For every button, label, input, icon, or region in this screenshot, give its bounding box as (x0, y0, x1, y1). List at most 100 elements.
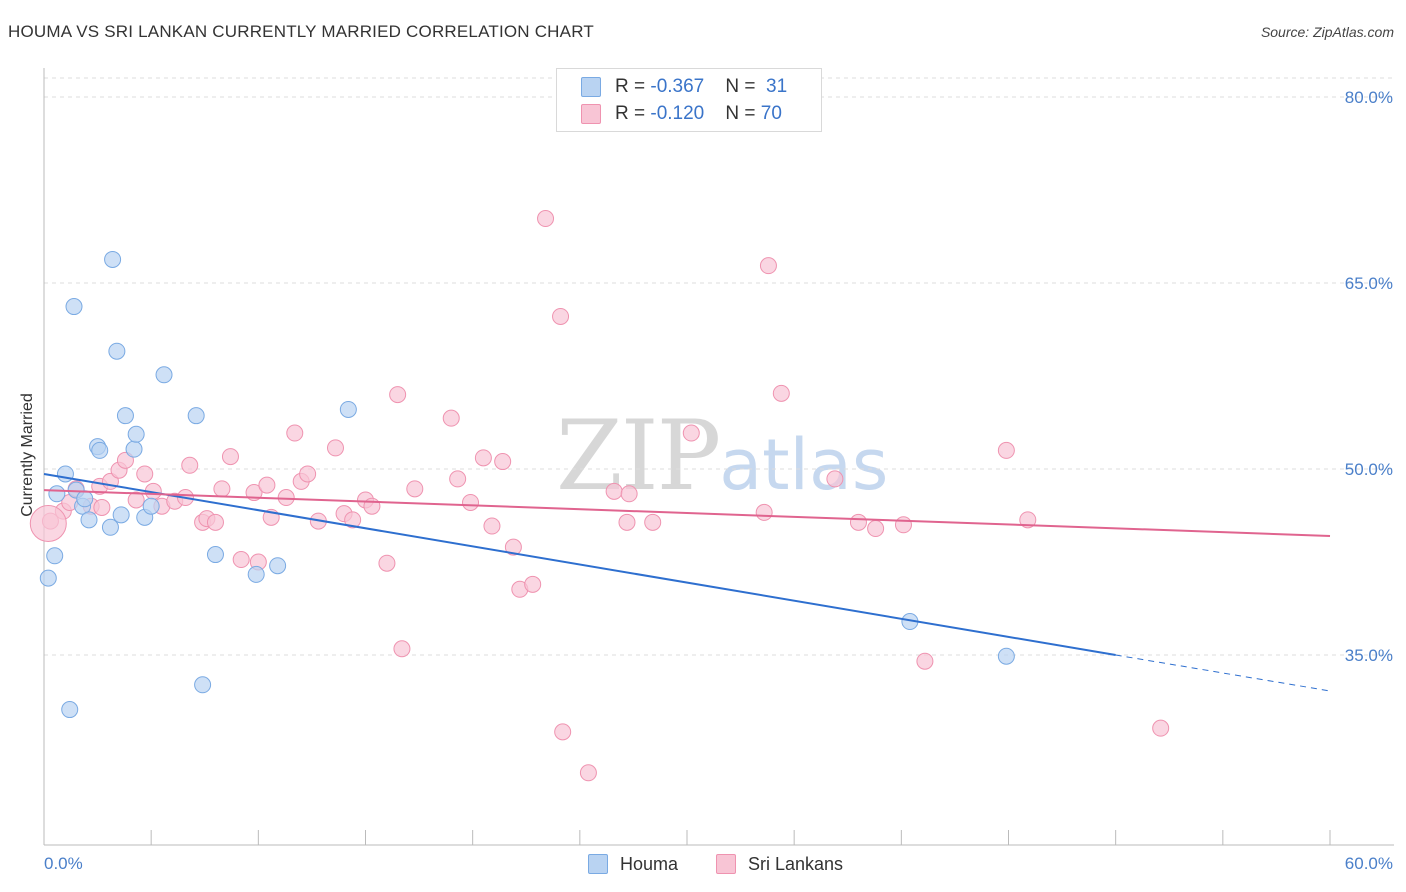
sri-lankan-point (462, 493, 480, 511)
sri-lankan-point (393, 640, 411, 658)
houma-point (187, 407, 205, 425)
houma-point (101, 518, 119, 536)
sri-lankan-point (127, 491, 145, 509)
sri-lankans-swatch (716, 854, 736, 874)
sri-lankan-point (644, 513, 662, 531)
houma-point (61, 701, 79, 719)
correlation-legend: R = -0.367 N = 31 R = -0.120 N = 70 (556, 68, 822, 132)
houma-point (108, 342, 126, 360)
sri-lankan-point (389, 386, 407, 404)
sri-lankan-point (442, 409, 460, 427)
houma-point (247, 565, 265, 583)
sri-lankan-point (449, 470, 467, 488)
sri-lankan-point (213, 480, 231, 498)
y-tick-label: 50.0% (1345, 460, 1393, 479)
houma-swatch (588, 854, 608, 874)
legend-n-label: N = (725, 103, 761, 124)
houma-point (48, 485, 66, 503)
sri-lankan-point (759, 257, 777, 275)
sri-lankan-point (344, 511, 362, 529)
sri-lankan-point (483, 517, 501, 535)
houma-point (39, 569, 57, 587)
sri-lankan-point (206, 513, 224, 531)
x-tick-label-max: 60.0% (1345, 854, 1393, 873)
houma-point (269, 557, 287, 575)
sri-lankan-point (232, 551, 250, 569)
sri-lankan-point (136, 465, 154, 483)
sri-lankan-point (618, 513, 636, 531)
sri-lankan-point (867, 520, 885, 538)
houma-point (127, 425, 145, 443)
sri-lankan-point (1019, 511, 1037, 529)
houma-point (339, 400, 357, 418)
sri-lankan-point (494, 453, 512, 471)
sri-lankan-point (286, 424, 304, 442)
sri-lankan-point (277, 489, 295, 507)
houma-point (206, 546, 224, 564)
sri-lankan-point (916, 652, 934, 670)
houma-swatch (581, 77, 601, 97)
sri-lankan-point (579, 764, 597, 782)
houma-point (56, 465, 74, 483)
sri-lankan-point (537, 210, 555, 228)
legend-n-label: N = (725, 76, 761, 97)
houma-point (116, 407, 134, 425)
sri-lankan-point (221, 448, 239, 466)
sri-lankan-point (997, 441, 1015, 459)
houma-point (125, 440, 143, 458)
houma-point (194, 676, 212, 694)
sri-lankan-point (93, 498, 111, 516)
legend-r-label: R = (615, 76, 651, 97)
houma-point (76, 490, 94, 508)
legend-r-value-sri-lankans: -0.120 (650, 103, 705, 124)
houma-point (104, 250, 122, 268)
sri-lankan-point (620, 485, 638, 503)
bottom-legend-houma: Houma (588, 852, 678, 876)
houma-point (80, 511, 98, 529)
watermark: ZIPatlas (556, 400, 888, 512)
legend-n-value-houma: 31 (766, 76, 788, 97)
houma-trend-line (43, 472, 1116, 656)
sri-lankan-point (554, 723, 572, 741)
sri-lankan-point (299, 465, 317, 483)
houma-point (65, 298, 83, 316)
sri-lankan-point (524, 575, 542, 593)
legend-n-value-sri-lankans: 70 (760, 103, 782, 124)
sri-lankan-point (474, 449, 492, 467)
sri-lankan-point (378, 554, 396, 572)
houma-point (997, 647, 1015, 665)
sri-lankan-point (504, 538, 522, 556)
sri-lankan-point (406, 480, 424, 498)
watermark-zip: ZIP (556, 400, 721, 512)
houma-point (91, 441, 109, 459)
bottom-legend-sri-lankans: Sri Lankans (716, 852, 843, 876)
sri-lankan-point (755, 503, 773, 521)
sri-lankan-point (1152, 719, 1170, 737)
y-tick-label: 65.0% (1345, 274, 1393, 293)
houma-point (155, 366, 173, 384)
sri-lankan-point (826, 470, 844, 488)
sri-lankan-point (326, 439, 344, 457)
houma-point (112, 506, 130, 524)
sri-lankan-point (682, 424, 700, 442)
sri-lankan-point (772, 384, 790, 402)
houma-trend-extension (1115, 654, 1331, 692)
houma-legend-label: Houma (620, 853, 679, 874)
sri-lankan-point-large (29, 505, 67, 543)
watermark-atlas: atlas (719, 424, 889, 506)
sri-lankans-swatch (581, 104, 601, 124)
y-tick-label: 80.0% (1345, 88, 1393, 107)
sri-lankan-point (605, 482, 623, 500)
x-tick-label-min: 0.0% (44, 854, 83, 873)
source-credit: Source: ZipAtlas.com (1260, 24, 1394, 40)
y-tick-label: 35.0% (1345, 646, 1393, 665)
chart-title: HOUMA VS SRI LANKAN CURRENTLY MARRIED CO… (8, 22, 594, 41)
sri-lankan-point (181, 456, 199, 474)
sri-lankans-legend-label: Sri Lankans (748, 853, 844, 874)
sri-lankan-point (258, 476, 276, 494)
legend-r-value-houma: -0.367 (650, 76, 705, 97)
houma-point (46, 547, 64, 565)
sri-lankan-trend-line (43, 489, 1331, 537)
legend-r-label: R = (615, 103, 651, 124)
